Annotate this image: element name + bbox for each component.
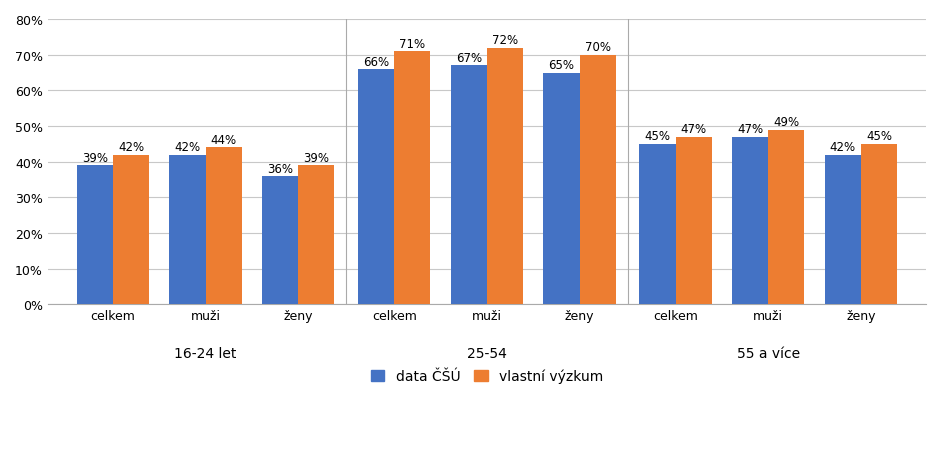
Bar bbox=[824, 155, 861, 305]
Bar bbox=[169, 155, 205, 305]
Bar bbox=[543, 74, 580, 305]
Text: 47%: 47% bbox=[737, 123, 763, 136]
Bar bbox=[768, 130, 805, 305]
Text: 42%: 42% bbox=[174, 141, 200, 154]
Text: 39%: 39% bbox=[303, 152, 329, 165]
Text: 42%: 42% bbox=[830, 141, 856, 154]
Text: 72%: 72% bbox=[492, 34, 518, 47]
Text: 66%: 66% bbox=[363, 55, 390, 69]
Text: 55 a více: 55 a více bbox=[737, 346, 800, 360]
Bar bbox=[861, 145, 897, 305]
Text: 71%: 71% bbox=[399, 37, 425, 51]
Bar bbox=[205, 148, 242, 305]
Bar bbox=[359, 70, 394, 305]
Text: 16-24 let: 16-24 let bbox=[174, 346, 237, 360]
Bar bbox=[394, 52, 430, 305]
Bar bbox=[451, 66, 486, 305]
Bar bbox=[113, 155, 149, 305]
Bar bbox=[77, 166, 113, 305]
Bar bbox=[263, 177, 298, 305]
Text: 67%: 67% bbox=[455, 52, 482, 65]
Bar bbox=[676, 138, 711, 305]
Text: 39%: 39% bbox=[82, 152, 108, 165]
Bar bbox=[298, 166, 334, 305]
Bar bbox=[580, 55, 615, 305]
Text: 70%: 70% bbox=[584, 41, 611, 54]
Bar bbox=[486, 48, 523, 305]
Text: 65%: 65% bbox=[549, 59, 575, 72]
Text: 36%: 36% bbox=[267, 162, 294, 175]
Text: 44%: 44% bbox=[211, 134, 237, 147]
Bar bbox=[732, 138, 768, 305]
Text: 25-54: 25-54 bbox=[467, 346, 507, 360]
Text: 47%: 47% bbox=[680, 123, 707, 136]
Legend: data ČŠÚ, vlastní výzkum: data ČŠÚ, vlastní výzkum bbox=[365, 364, 609, 389]
Text: 45%: 45% bbox=[645, 130, 671, 143]
Text: 45%: 45% bbox=[866, 130, 892, 143]
Bar bbox=[640, 145, 676, 305]
Text: 49%: 49% bbox=[774, 116, 800, 129]
Text: 42%: 42% bbox=[118, 141, 144, 154]
